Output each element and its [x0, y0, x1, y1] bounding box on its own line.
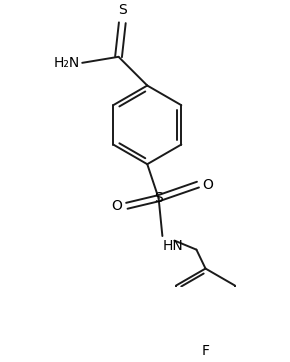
Text: F: F: [202, 344, 209, 358]
Text: H₂N: H₂N: [54, 56, 80, 70]
Text: O: O: [111, 199, 122, 213]
Text: HN: HN: [162, 239, 183, 253]
Text: S: S: [154, 191, 163, 205]
Text: O: O: [202, 178, 213, 191]
Text: S: S: [118, 3, 127, 17]
